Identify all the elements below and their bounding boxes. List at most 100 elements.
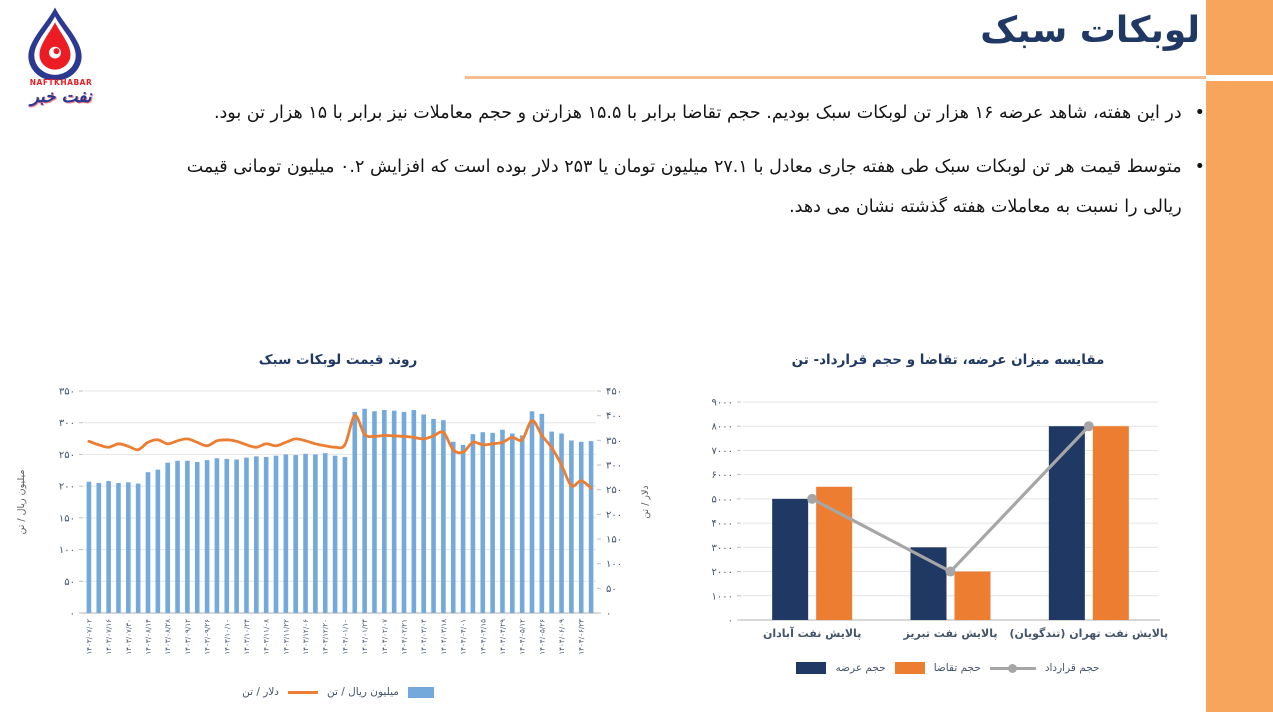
svg-text:۲۰۰۰: ۲۰۰۰ (712, 567, 733, 578)
legend-contract-line-swatch-icon (989, 663, 1036, 673)
svg-text:۲۵۰: ۲۵۰ (59, 450, 75, 461)
supply-bars (772, 426, 1085, 620)
bullet-icon: • (1194, 103, 1205, 123)
svg-text:۱۴۰۳/۱۲/۲۰: ۱۴۰۳/۱۲/۲۰ (321, 619, 330, 655)
svg-text:۰: ۰ (728, 616, 733, 627)
svg-text:۳۰۰: ۳۰۰ (59, 418, 75, 429)
bullet-item-2: • متوسط قیمت هر تن لوبکات سبک طی هفته جا… (177, 147, 1205, 227)
svg-text:۱۴۰۴/۰۱/۱۰: ۱۴۰۴/۰۱/۱۰ (340, 619, 349, 655)
price-trend-chart: روند قیمت لوبکات سبک ۰ ۵۰ ۱۰۰ ۱۵۰ ۲۰۰ ۲۵۰ ۳۰۰ ۳… (8, 352, 668, 698)
demand-bars (816, 426, 1129, 620)
title-underline (465, 76, 1206, 79)
svg-text:۱۴۰۳/۰۸/۱۴: ۱۴۰۳/۰۸/۱۴ (144, 619, 153, 655)
dollar-price-line (87, 414, 593, 490)
svg-text:۴۰۰۰: ۴۰۰۰ (712, 519, 733, 530)
legend-label-demand: حجم تقاضا (933, 662, 981, 674)
svg-text:۱۴۰۳/۰۷/۳۰: ۱۴۰۳/۰۷/۳۰ (124, 619, 133, 655)
svg-text:۳۰۰: ۳۰۰ (606, 461, 622, 472)
legend-label-contract: حجم قرارداد (1044, 662, 1100, 674)
svg-text:۱۴۰۴/۰۵/۱۲: ۱۴۰۴/۰۵/۱۲ (518, 619, 527, 655)
svg-text:۱۴۰۳/۱۱/۲۲: ۱۴۰۳/۱۱/۲۲ (281, 619, 290, 655)
legend-demand-swatch-icon (894, 662, 925, 674)
legend-blue-bar-swatch-icon (407, 686, 434, 698)
svg-text:۱۵۰: ۱۵۰ (59, 513, 75, 524)
svg-text:۱۴۰۳/۱۰/۱۰: ۱۴۰۳/۱۰/۱۰ (222, 619, 231, 655)
svg-text:۹۰۰۰: ۹۰۰۰ (712, 398, 733, 409)
svg-text:۲۰۰: ۲۰۰ (606, 510, 622, 521)
svg-text:۱۴۰۴/۰۶/۰۹: ۱۴۰۴/۰۶/۰۹ (557, 619, 566, 655)
svg-text:۱۴۰۳/۱۱/۰۸: ۱۴۰۳/۱۱/۰۸ (262, 619, 271, 655)
logo-text-en: NAFTKHABAR (29, 78, 93, 87)
legend-label-supply: حجم عرضه (835, 662, 886, 674)
svg-text:۱۴۰۴/۰۶/۲۳: ۱۴۰۴/۰۶/۲۳ (577, 619, 586, 655)
bullet-text-1: در این هفته، شاهد عرضه ۱۶ هزار تن لوبکات… (213, 103, 1182, 123)
svg-text:۱۴۰۳/۰۹/۱۲: ۱۴۰۳/۰۹/۱۲ (183, 619, 192, 655)
svg-text:پالایش نفت آبادان: پالایش نفت آبادان (763, 626, 861, 640)
legend-supply-swatch-icon (796, 662, 827, 674)
svg-text:۱۴۰۴/۰۴/۲۹: ۱۴۰۴/۰۴/۲۹ (498, 619, 507, 655)
flame-drop-icon (28, 7, 82, 80)
svg-text:۱۴۰۳/۰۷/۱۶: ۱۴۰۳/۰۷/۱۶ (104, 619, 113, 655)
supply-demand-chart-title: مقایسه میزان عرضه، تقاضا و حجم قرارداد- … (791, 352, 1105, 368)
svg-text:۷۰۰۰: ۷۰۰۰ (712, 446, 733, 457)
svg-text:۱۴۰۳/۰۷/۰۲: ۱۴۰۳/۰۷/۰۲ (84, 619, 93, 655)
svg-text:۳۵۰: ۳۵۰ (59, 387, 75, 398)
svg-text:۲۰۰: ۲۰۰ (59, 482, 75, 493)
svg-text:۱۰۰: ۱۰۰ (606, 559, 622, 570)
price-trend-chart-title: روند قیمت لوبکات سبک (258, 352, 418, 368)
svg-text:۱۴۰۳/۱۲/۰۶: ۱۴۰۳/۱۲/۰۶ (301, 619, 310, 655)
bullet-item-1: • در این هفته، شاهد عرضه ۱۶ هزار تن لوبک… (177, 100, 1205, 127)
supply-demand-chart-canvas: ۰ ۱۰۰۰ ۲۰۰۰ ۳۰۰۰ ۴۰۰۰ ۵۰۰۰ ۶۰۰۰ ۷۰۰۰ ۸۰۰۰ ۹۰۰۰ پال… (712, 398, 1169, 641)
svg-text:۱۴۰۴/۰۵/۲۶: ۱۴۰۴/۰۵/۲۶ (537, 619, 546, 655)
legend-label-million-rial-per-ton: میلیون ریال / تن (327, 686, 399, 698)
legend-label-dollar-per-ton: دلار / تن (242, 686, 279, 698)
svg-text:۱۴۰۴/۰۳/۱۸: ۱۴۰۴/۰۳/۱۸ (439, 619, 448, 655)
side-accent-strip-bottom (1206, 81, 1273, 712)
svg-text:۴۰۰: ۴۰۰ (606, 411, 622, 422)
svg-text:۸۰۰۰: ۸۰۰۰ (712, 422, 733, 433)
svg-text:دلار / تن: دلار / تن (640, 485, 651, 518)
svg-text:۴۵۰: ۴۵۰ (606, 387, 622, 398)
svg-text:۶۰۰۰: ۶۰۰۰ (712, 470, 733, 481)
svg-text:میلیون ریال / تن: میلیون ریال / تن (16, 469, 27, 534)
page-title: لوبکات سبک (980, 10, 1200, 51)
svg-text:۰: ۰ (606, 609, 611, 620)
svg-text:۳۰۰۰: ۳۰۰۰ (712, 543, 733, 554)
svg-text:۱۴۰۴/۰۴/۰۱: ۱۴۰۴/۰۴/۰۱ (459, 619, 468, 655)
svg-text:۵۰: ۵۰ (606, 584, 617, 595)
svg-text:۱۴۰۴/۰۲/۲۱: ۱۴۰۴/۰۲/۲۱ (400, 619, 409, 655)
side-accent-strip-top (1206, 0, 1273, 75)
contract-marker-icon (807, 493, 818, 504)
logo-text-fa: نفت خبر (30, 87, 92, 107)
contract-marker-icon (1083, 421, 1094, 432)
svg-text:۰: ۰ (70, 609, 75, 620)
svg-text:۱۰۰۰: ۱۰۰۰ (712, 591, 733, 602)
svg-text:۱۴۰۳/۰۸/۲۸: ۱۴۰۳/۰۸/۲۸ (163, 619, 172, 655)
svg-text:پالایش نفت تبریز: پالایش نفت تبریز (903, 627, 998, 640)
supply-demand-contract-chart: مقایسه میزان عرضه، تقاضا و حجم قرارداد- … (688, 352, 1208, 674)
price-trend-chart-canvas: ۰ ۵۰ ۱۰۰ ۱۵۰ ۲۰۰ ۲۵۰ ۳۰۰ ۳۵۰ ۰ ۵۰ ۱۰۰ ۱۵۰ ۲۰۰ ۲۵۰ ۳۰۰ ۳… (16, 387, 651, 655)
svg-text:۱۴۰۴/۰۴/۱۵: ۱۴۰۴/۰۴/۱۵ (478, 619, 487, 655)
svg-text:۱۴۰۴/۰۱/۲۴: ۱۴۰۴/۰۱/۲۴ (360, 619, 369, 655)
svg-text:۱۰۰: ۱۰۰ (59, 545, 75, 556)
svg-text:۲۵۰: ۲۵۰ (606, 485, 622, 496)
rial-price-bars (86, 408, 594, 613)
contract-marker-icon (945, 566, 956, 577)
svg-text:۱۵۰: ۱۵۰ (606, 535, 622, 546)
svg-text:۵۰۰۰: ۵۰۰۰ (712, 494, 733, 505)
svg-text:پالایش نفت تهران (تندگویان): پالایش نفت تهران (تندگویان) (1009, 627, 1168, 640)
svg-text:۱۴۰۴/۰۳/۰۴: ۱۴۰۴/۰۳/۰۴ (419, 619, 428, 655)
svg-text:۱۴۰۳/۱۰/۲۴: ۱۴۰۳/۱۰/۲۴ (242, 619, 251, 655)
bullet-text-2: متوسط قیمت هر تن لوبکات سبک طی هفته جاری… (186, 157, 1182, 217)
summary-bullets: • در این هفته، شاهد عرضه ۱۶ هزار تن لوبک… (177, 100, 1205, 227)
svg-text:۵۰: ۵۰ (64, 577, 75, 588)
svg-text:۱۴۰۴/۰۲/۰۷: ۱۴۰۴/۰۲/۰۷ (380, 619, 389, 655)
svg-text:۳۵۰: ۳۵۰ (606, 436, 622, 447)
naftkhabar-logo: NAFTKHABAR نفت خبر (18, 6, 104, 107)
bullet-icon: • (1194, 157, 1205, 177)
legend-orange-line-swatch-icon (288, 690, 318, 694)
svg-text:۱۴۰۳/۰۹/۲۶: ۱۴۰۳/۰۹/۲۶ (203, 619, 212, 655)
price-trend-legend: دلار / تن میلیون ریال / تن (8, 686, 668, 698)
supply-demand-legend: حجم عرضه حجم تقاضا حجم قرارداد (688, 662, 1208, 674)
